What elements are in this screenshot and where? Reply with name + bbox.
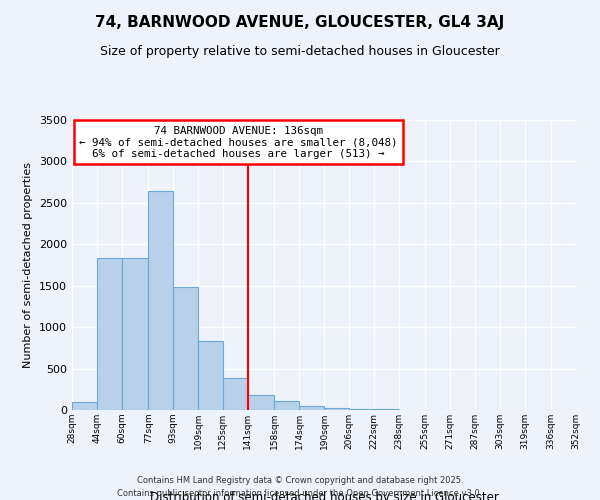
Bar bbox=[122, 258, 148, 410]
Text: Contains HM Land Registry data © Crown copyright and database right 2025.
Contai: Contains HM Land Registry data © Crown c… bbox=[118, 476, 482, 498]
Bar bbox=[349, 409, 374, 410]
Y-axis label: Number of semi-detached properties: Number of semi-detached properties bbox=[23, 162, 34, 368]
Bar bbox=[148, 192, 173, 410]
Bar bbox=[374, 409, 398, 410]
Bar bbox=[248, 394, 274, 410]
Bar bbox=[324, 408, 349, 410]
Text: Size of property relative to semi-detached houses in Gloucester: Size of property relative to semi-detach… bbox=[100, 45, 500, 58]
Bar bbox=[299, 406, 324, 410]
Bar bbox=[97, 258, 122, 410]
Bar bbox=[274, 401, 299, 410]
Bar bbox=[173, 286, 198, 410]
Text: 74, BARNWOOD AVENUE, GLOUCESTER, GL4 3AJ: 74, BARNWOOD AVENUE, GLOUCESTER, GL4 3AJ bbox=[95, 15, 505, 30]
X-axis label: Distribution of semi-detached houses by size in Gloucester: Distribution of semi-detached houses by … bbox=[149, 491, 499, 500]
Bar bbox=[72, 402, 97, 410]
Text: 74 BARNWOOD AVENUE: 136sqm
← 94% of semi-detached houses are smaller (8,048)
6% : 74 BARNWOOD AVENUE: 136sqm ← 94% of semi… bbox=[79, 126, 398, 159]
Bar bbox=[223, 378, 248, 410]
Bar bbox=[198, 341, 223, 410]
